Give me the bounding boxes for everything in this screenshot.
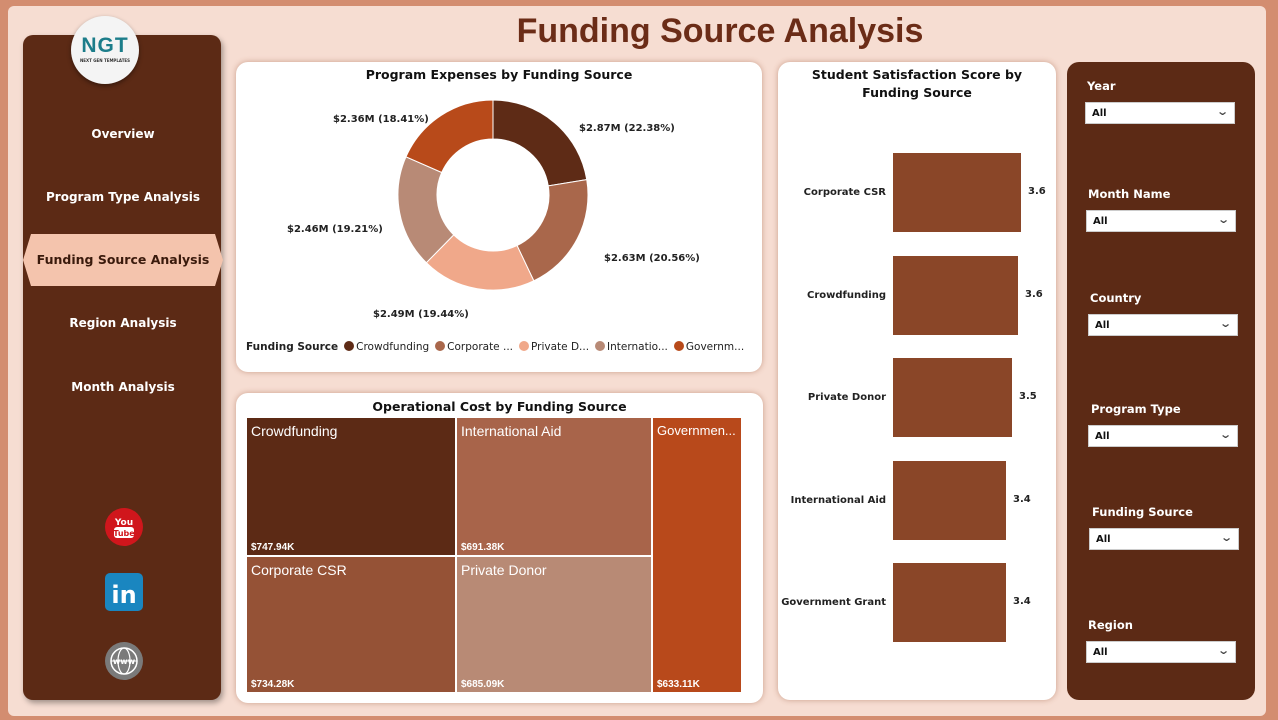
donut-label-corporate: $2.63M (20.56%): [604, 253, 700, 264]
donut-label-crowdfunding: $2.87M (22.38%): [579, 123, 675, 134]
treemap-tile-international-aid[interactable]: International Aid $691.38K: [457, 418, 651, 555]
filter-dropdown-month-name[interactable]: All ⌄: [1086, 210, 1236, 232]
bar-value: 3.5: [1019, 391, 1037, 402]
svg-text:Tube: Tube: [113, 529, 135, 538]
filter-dropdown-year[interactable]: All ⌄: [1085, 102, 1235, 124]
bar-label: Private Donor: [807, 392, 886, 403]
filter-label-country: Country: [1090, 291, 1142, 305]
bar-value: 3.4: [1013, 596, 1031, 607]
filter-value: All: [1093, 216, 1108, 227]
bar-title: Student Satisfaction Score by Funding So…: [811, 67, 1023, 100]
legend-item[interactable]: Crowdfunding: [344, 341, 429, 353]
chevron-down-icon: ⌄: [1216, 644, 1230, 657]
svg-text:in: in: [111, 581, 136, 609]
linkedin-icon[interactable]: in: [104, 572, 144, 612]
page-title: Funding Source Analysis: [516, 12, 924, 50]
treemap-tile-private-donor[interactable]: Private Donor $685.09K: [457, 557, 651, 692]
bar-government-grant[interactable]: [893, 563, 1006, 642]
filter-dropdown-program-type[interactable]: All ⌄: [1088, 425, 1238, 447]
legend-title: Funding Source: [246, 341, 339, 353]
chevron-down-icon: ⌄: [1219, 531, 1233, 544]
treemap-title: Operational Cost by Funding Source: [372, 399, 627, 414]
bar-label: Corporate CSR: [803, 187, 886, 198]
bar-crowdfunding[interactable]: [893, 255, 1018, 335]
filter-value: All: [1095, 320, 1110, 331]
legend-dot: [595, 341, 606, 351]
donut-legend: Funding Source Crowdfunding Corporate ..…: [246, 341, 744, 353]
bar-label: Crowdfunding: [807, 289, 886, 301]
legend-dot: [673, 341, 684, 351]
filter-label-year: Year: [1087, 79, 1116, 93]
svg-text:You: You: [114, 518, 133, 528]
donut-label-government: $2.36M (18.41%): [333, 114, 429, 125]
legend-item[interactable]: Governm...: [673, 341, 744, 353]
donut-slice-government-grant[interactable]: [405, 99, 494, 174]
bar-private-donor[interactable]: [893, 358, 1012, 437]
bar-label: International Aid: [790, 494, 886, 506]
treemap-tile-corporate-csr[interactable]: Corporate CSR $734.28K: [247, 557, 455, 692]
filter-value: All: [1095, 431, 1110, 442]
nav-region-analysis[interactable]: Region Analysis: [69, 316, 177, 330]
donut-label-international: $2.46M (19.21%): [287, 224, 383, 235]
website-globe-icon[interactable]: www: [104, 641, 144, 681]
chevron-down-icon: ⌄: [1216, 213, 1230, 226]
filter-dropdown-country[interactable]: All ⌄: [1088, 314, 1238, 336]
filter-label-month-name: Month Name: [1088, 187, 1171, 201]
legend-dot: [435, 341, 446, 351]
legend-dot: [519, 341, 529, 351]
chevron-down-icon: ⌄: [1218, 428, 1232, 441]
filter-panel: [1067, 62, 1255, 700]
bar-value: 3.4: [1013, 493, 1031, 505]
bar-value: 3.6: [1025, 288, 1043, 300]
bar-corporate-csr[interactable]: [893, 153, 1021, 232]
donut-chart: [397, 99, 589, 291]
filter-value: All: [1096, 534, 1111, 545]
filter-label-region: Region: [1088, 618, 1133, 632]
nav-program-type-analysis[interactable]: Program Type Analysis: [46, 190, 200, 204]
svg-text:www: www: [113, 657, 136, 666]
donut-slice-corporate-csr[interactable]: [516, 179, 589, 282]
filter-dropdown-funding-source[interactable]: All ⌄: [1089, 528, 1239, 550]
bar-value: 3.6: [1028, 186, 1046, 197]
nav-funding-source-analysis[interactable]: Funding Source Analysis: [23, 234, 223, 286]
treemap-tile-government[interactable]: Governmen... $633.11K: [653, 418, 741, 692]
filter-value: All: [1092, 108, 1107, 119]
chevron-down-icon: ⌄: [1218, 317, 1232, 330]
nav-month-analysis[interactable]: Month Analysis: [71, 380, 175, 394]
filter-value: All: [1093, 647, 1108, 658]
chevron-down-icon: ⌄: [1215, 105, 1229, 118]
donut-slice-crowdfunding[interactable]: [492, 99, 588, 187]
donut-title: Program Expenses by Funding Source: [365, 67, 633, 82]
legend-dot: [344, 341, 355, 351]
filter-dropdown-region[interactable]: All ⌄: [1086, 641, 1236, 663]
legend-item[interactable]: Private D...: [519, 341, 589, 353]
bar-label: Government Grant: [781, 597, 886, 608]
nav-overview[interactable]: Overview: [91, 127, 155, 141]
filter-label-funding-source: Funding Source: [1092, 505, 1193, 519]
ngt-logo: NGT NEXT GEN TEMPLATES: [71, 16, 139, 84]
legend-item[interactable]: Internatio...: [595, 341, 668, 353]
legend-item[interactable]: Corporate ...: [435, 341, 513, 353]
donut-label-private: $2.49M (19.44%): [373, 309, 469, 320]
bar-international-aid[interactable]: [893, 460, 1006, 540]
treemap-tile-crowdfunding[interactable]: Crowdfunding $747.94K: [247, 418, 455, 555]
filter-label-program-type: Program Type: [1091, 402, 1181, 416]
